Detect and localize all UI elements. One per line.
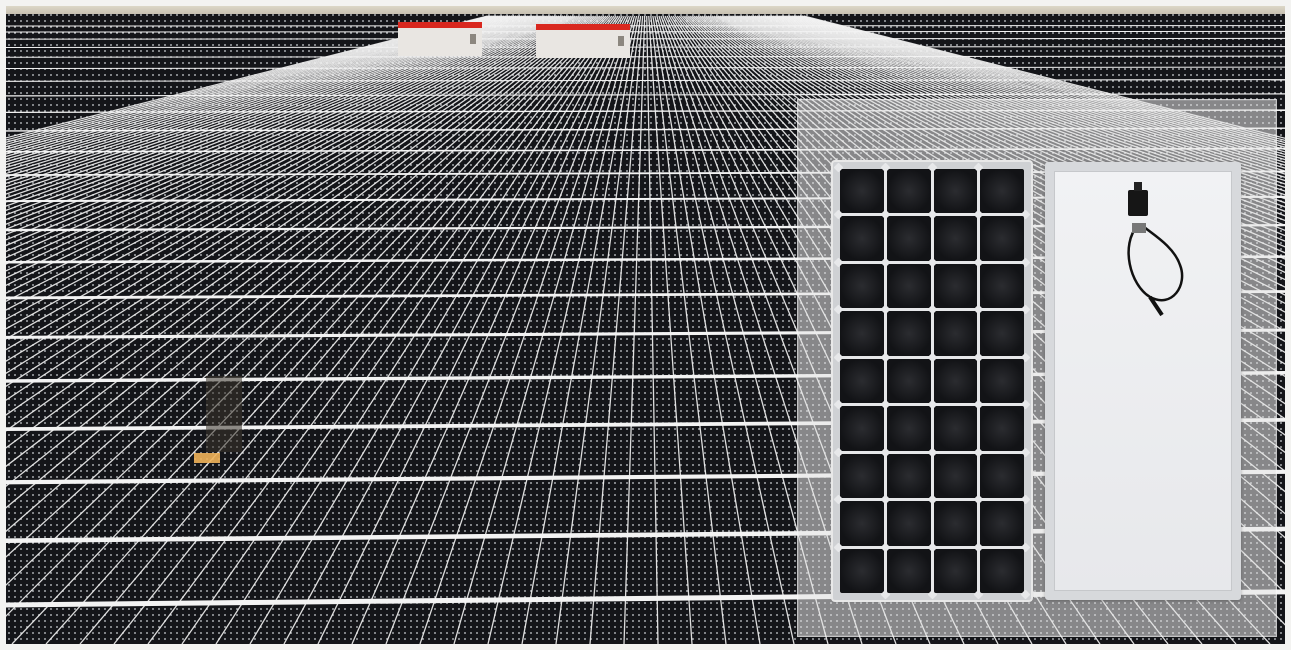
solar-cell: [840, 358, 884, 404]
solar-cell: [933, 358, 978, 404]
solar-cell: [980, 406, 1024, 451]
solar-cell: [933, 263, 978, 309]
cable-icon: [1127, 223, 1184, 317]
solar-cell: [933, 501, 978, 546]
solar-cell: [980, 548, 1024, 593]
solar-cell: [933, 453, 978, 499]
solar-cell: [980, 501, 1024, 546]
cell-grid: [840, 169, 1024, 593]
solar-cell: [980, 263, 1024, 309]
solar-cell: [886, 311, 931, 356]
solar-cell: [933, 169, 978, 214]
solar-cell: [840, 548, 884, 593]
solar-cell: [840, 263, 884, 309]
solar-cell: [980, 216, 1024, 261]
solar-cell: [840, 501, 884, 546]
solar-panel-back: [1045, 162, 1241, 600]
solar-cell: [933, 311, 978, 356]
solar-cell: [886, 216, 931, 261]
solar-cell: [840, 453, 884, 499]
solar-cell: [840, 406, 884, 451]
solar-cell: [886, 169, 931, 214]
solar-cell: [840, 216, 884, 261]
solar-cell: [980, 358, 1024, 404]
solar-cell: [980, 453, 1024, 499]
backsheet: [1054, 171, 1232, 591]
junction-box-icon: [1128, 182, 1148, 216]
shadow-gap: [206, 376, 242, 452]
solar-cell: [840, 169, 884, 214]
solar-panel-front: [833, 162, 1031, 600]
solar-cell: [933, 216, 978, 261]
solar-cell: [886, 358, 931, 404]
orange-debris: [194, 453, 220, 463]
solar-cell: [933, 406, 978, 451]
solar-cell: [840, 311, 884, 356]
solar-cell: [980, 169, 1024, 214]
solar-cell: [980, 311, 1024, 356]
solar-cell: [886, 453, 931, 499]
solar-cell: [886, 501, 931, 546]
solar-cell: [933, 548, 978, 593]
solar-cell: [886, 263, 931, 309]
solar-cell: [886, 548, 931, 593]
solar-cell: [886, 406, 931, 451]
